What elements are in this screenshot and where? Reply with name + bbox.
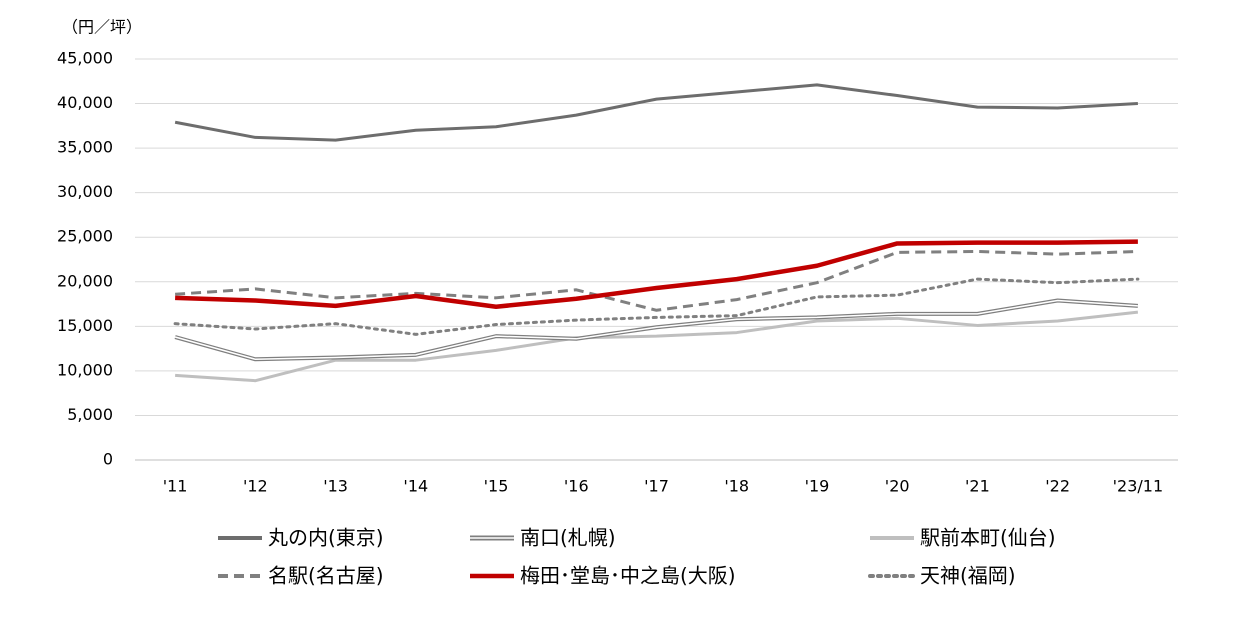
legend-label: 南口(札幌): [520, 526, 616, 550]
x-tick-label: '11: [163, 477, 188, 496]
x-tick-label: '22: [1045, 477, 1070, 496]
x-tick-label: '16: [564, 477, 589, 496]
y-tick-label: 15,000: [57, 316, 113, 335]
x-tick-label: '14: [403, 477, 428, 496]
series-line: [175, 310, 1139, 383]
y-tick-label: 10,000: [57, 360, 113, 379]
y-tick-label: 0: [103, 450, 113, 469]
x-tick-label: '20: [885, 477, 910, 496]
series-line: [175, 239, 1138, 309]
x-tick-label: '18: [724, 477, 749, 496]
y-tick-label: 5,000: [67, 405, 113, 424]
series-line-inner: [174, 299, 1138, 361]
legend-label: 天神(福岡): [920, 564, 1016, 588]
y-tick-label: 35,000: [57, 138, 113, 157]
x-tick-label: '23/11: [1113, 477, 1164, 496]
x-tick-label: '19: [805, 477, 830, 496]
y-tick-label: 40,000: [57, 93, 113, 112]
series-line: [174, 83, 1138, 142]
legend-label: 梅田･堂島･中之島(大阪): [520, 564, 736, 588]
x-tick-label: '17: [644, 477, 669, 496]
series-line: [173, 277, 1140, 336]
x-tick-label: '15: [484, 477, 509, 496]
y-tick-label: 25,000: [57, 227, 113, 246]
y-tick-label: 20,000: [57, 271, 113, 290]
x-tick-label: '21: [965, 477, 990, 496]
legend-label: 駅前本町(仙台): [920, 526, 1056, 550]
series-line: [175, 249, 1138, 312]
legend-label: 名駅(名古屋): [268, 564, 384, 588]
y-unit-label: （円／坪）: [62, 18, 142, 37]
y-tick-label: 30,000: [57, 182, 113, 201]
legend-label: 丸の内(東京): [268, 526, 384, 550]
y-tick-label: 45,000: [57, 49, 113, 68]
x-tick-label: '13: [323, 477, 348, 496]
x-tick-label: '12: [243, 477, 268, 496]
